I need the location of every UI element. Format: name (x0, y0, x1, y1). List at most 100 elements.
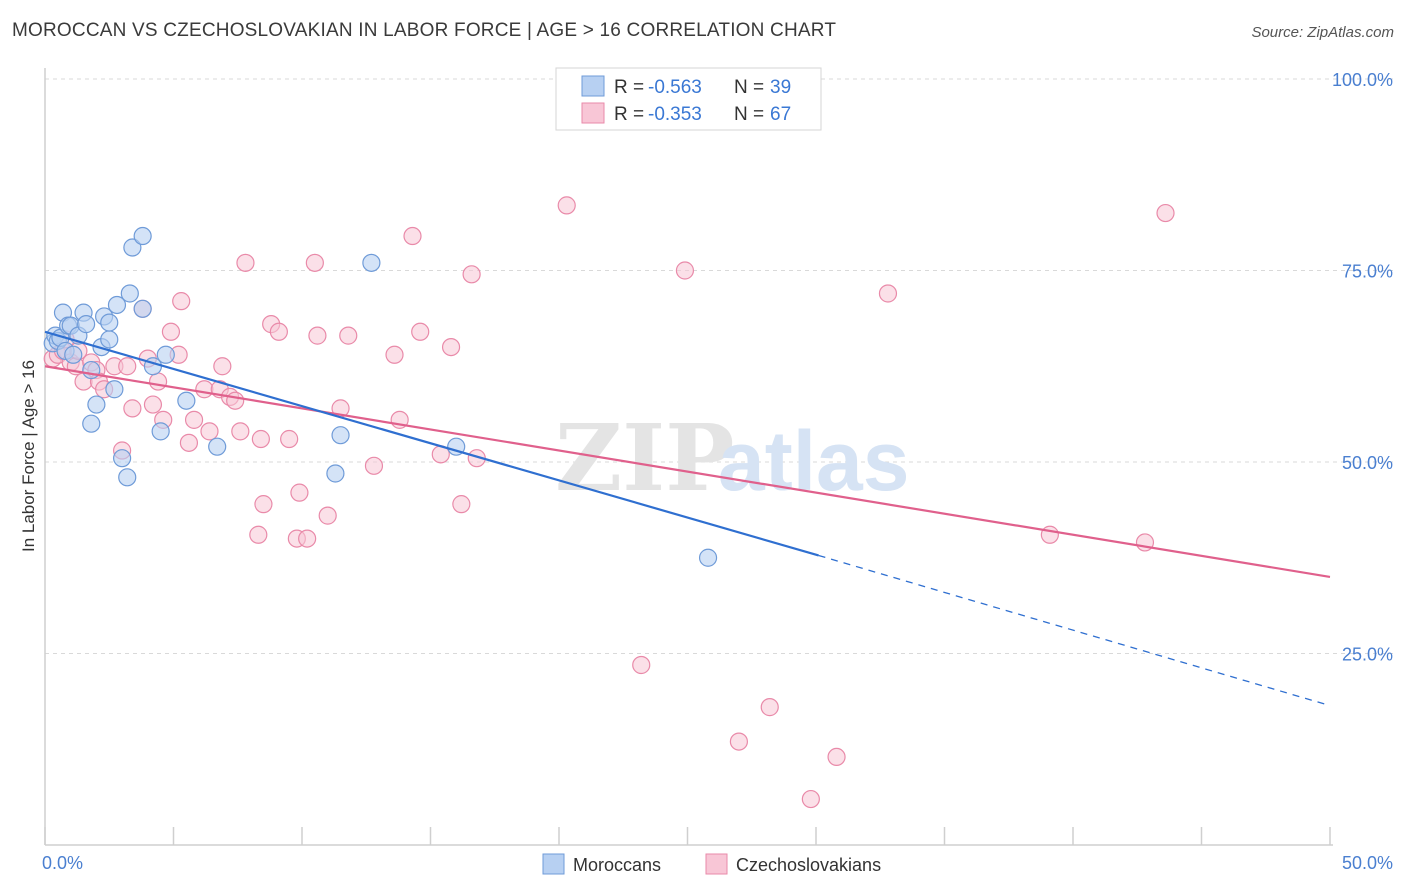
moroccan-point-8 (64, 345, 83, 364)
moroccan-point-25 (133, 226, 152, 246)
watermark-zip: ZIP (555, 404, 734, 512)
legend-n-value-1: 39 (770, 77, 791, 98)
czech-point-26 (195, 380, 214, 399)
legend-swatch-moroccans (581, 75, 605, 97)
czech-point-55 (452, 495, 471, 514)
czech-point-21 (161, 322, 181, 341)
czech-point-45 (318, 506, 337, 525)
moroccan-point-21 (112, 449, 132, 468)
source-credit: Source: ZipAtlas.com (1251, 24, 1394, 41)
czech-point-56 (462, 265, 481, 284)
y-tick-label-100: 100.0% (1332, 70, 1393, 90)
czech-point-25 (184, 410, 204, 429)
czech-point-42 (298, 529, 317, 548)
czech-point-47 (339, 326, 358, 345)
legend-r-value-1: -0.563 (648, 77, 702, 98)
moroccan-point-11 (77, 315, 96, 334)
czech-point-48 (364, 456, 384, 475)
czech-point-49 (385, 345, 404, 364)
moroccan-point-32 (326, 464, 345, 483)
czech-point-36 (254, 495, 273, 514)
moroccan-point-30 (177, 391, 196, 410)
moroccan-point-22 (118, 468, 137, 487)
moroccan-point-28 (151, 422, 170, 441)
czech-point-18 (143, 395, 163, 414)
y-tick-label-50: 50.0% (1342, 453, 1393, 473)
watermark: ZIP atlas (555, 404, 909, 512)
moroccan-trend-line (44, 330, 819, 557)
czech-point-44 (308, 326, 327, 345)
bottom-legend-label-moroccans: Moroccans (573, 855, 661, 875)
moroccan-point-17 (100, 330, 119, 349)
moroccan-point-19 (105, 380, 124, 399)
czech-point-24 (179, 433, 199, 452)
czech-point-64 (827, 747, 846, 767)
moroccan-point-12 (82, 360, 101, 380)
czech-point-59 (632, 655, 651, 675)
czech-point-68 (1156, 203, 1175, 223)
czech-point-34 (249, 525, 268, 544)
chart-title: MOROCCAN VS CZECHOSLOVAKIAN IN LABOR FOR… (12, 20, 837, 41)
czech-point-31 (226, 391, 245, 410)
legend-n-label-1: N = (734, 77, 764, 98)
czech-point-27 (200, 422, 219, 441)
czech-point-19 (148, 372, 168, 391)
czech-point-23 (172, 292, 191, 311)
czech-point-60 (675, 261, 695, 280)
moroccan-point-20 (107, 295, 127, 315)
bottom-legend-label-czechoslovakians: Czechoslovakians (736, 855, 881, 875)
legend-box: R = -0.563 N = 39 R = -0.353 N = 67 (555, 67, 822, 131)
trend-lines (44, 330, 1331, 707)
moroccan-point-31 (208, 437, 227, 456)
moroccan-point-23 (120, 284, 139, 303)
moroccan-point-14 (82, 414, 101, 433)
moroccan-point-18 (100, 313, 119, 332)
czech-point-29 (213, 357, 232, 376)
axes (44, 68, 1333, 846)
czech-point-61 (729, 732, 749, 751)
x-tick-label-max: 50.0% (1342, 853, 1393, 873)
legend-r-label-2: R = (614, 104, 644, 125)
czech-point-54 (441, 338, 461, 357)
czech-point-39 (280, 429, 299, 449)
x-axis-ticks (44, 827, 1331, 845)
czech-point-35 (251, 429, 270, 449)
y-tick-labels: 25.0% 50.0% 75.0% 100.0% (1332, 70, 1393, 665)
gridlines (45, 78, 1393, 654)
czech-point-65 (878, 284, 898, 303)
czech-point-43 (305, 253, 324, 272)
watermark-atlas: atlas (718, 414, 909, 508)
czech-point-66 (1040, 525, 1059, 544)
x-tick-label-min: 0.0% (42, 853, 83, 873)
czech-point-38 (269, 322, 288, 341)
moroccan-point-34 (362, 253, 381, 272)
bottom-legend: Moroccans Czechoslovakians (542, 853, 881, 875)
bottom-legend-swatch-czechoslovakians (705, 853, 728, 875)
moroccan-point-29 (156, 345, 175, 364)
moroccan-point-24 (123, 238, 142, 257)
czech-point-51 (403, 226, 422, 246)
czech-point-41 (290, 483, 309, 502)
legend-n-value-2: 67 (770, 104, 791, 125)
czech-point-52 (411, 322, 430, 341)
legend-swatch-czechoslovakians (581, 102, 605, 124)
czech-point-63 (801, 789, 820, 809)
legend-r-value-2: -0.353 (648, 104, 702, 125)
czech-point-58 (557, 196, 576, 215)
moroccan-point-26 (133, 299, 152, 318)
moroccan-point-13 (87, 395, 106, 414)
czech-point-33 (236, 253, 255, 272)
czech-point-14 (118, 357, 137, 376)
czech-point-32 (231, 422, 250, 441)
y-tick-label-25: 25.0% (1342, 645, 1393, 665)
czech-trend-line (44, 365, 1331, 578)
legend-r-label-1: R = (614, 77, 644, 98)
czech-point-62 (760, 698, 779, 717)
moroccan-point-36 (698, 548, 718, 567)
series-moroccans (43, 226, 718, 567)
moroccan-point-33 (331, 426, 350, 445)
y-axis-title: In Labor Force | Age > 16 (19, 360, 38, 552)
moroccan-trend-extension (818, 554, 1331, 707)
bottom-legend-swatch-moroccans (542, 853, 565, 875)
